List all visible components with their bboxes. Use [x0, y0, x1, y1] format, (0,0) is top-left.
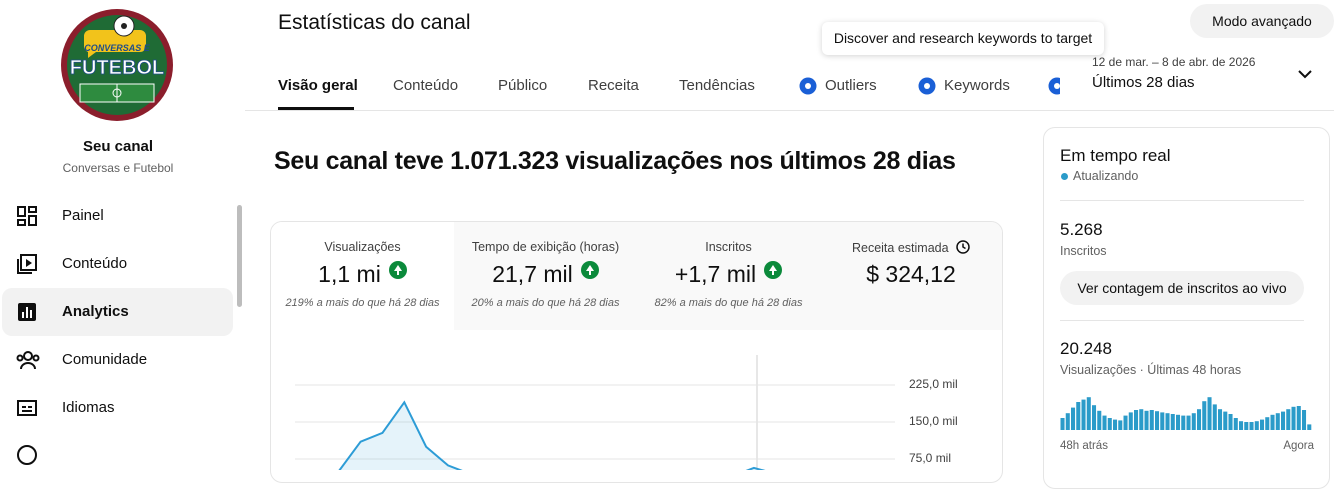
metric-tab[interactable]: Receita estimada $ 324,12	[820, 222, 1002, 330]
metric-value: 1,1 mi	[318, 261, 381, 287]
metric-tab[interactable]: Inscritos +1,7 mil 82% a mais do que há …	[637, 222, 821, 330]
tab-icon	[1048, 77, 1060, 95]
live-count-button[interactable]: Ver contagem de inscritos ao vivo	[1060, 271, 1304, 305]
realtime-title: Em tempo real	[1060, 146, 1171, 165]
up-icon	[764, 261, 783, 279]
metric-tab[interactable]: Tempo de exibição (horas) 21,7 mil 20% a…	[454, 222, 638, 330]
tooltip: Discover and research keywords to target	[822, 22, 1104, 55]
tab[interactable]: Público	[498, 77, 548, 94]
nav-item[interactable]: Idiomas	[2, 384, 233, 432]
subscribers-label: Inscritos	[1060, 244, 1107, 258]
nav-icon	[18, 303, 36, 321]
metric-label: Receita estimada	[851, 241, 949, 255]
channel-label: Seu canal	[82, 138, 154, 155]
clock-icon	[956, 240, 970, 254]
page-title: Estatísticas do canal	[278, 11, 471, 34]
metric-value: $ 324,12	[866, 261, 956, 287]
tab-underline	[278, 107, 354, 110]
divider	[1060, 200, 1304, 201]
nav-icon	[17, 400, 37, 416]
tab[interactable]: Keywords	[944, 77, 1010, 94]
metric-value: 21,7 mil	[492, 261, 573, 287]
channel-logo[interactable]: CONVERSAS E FUTEBOL	[60, 8, 174, 122]
status-dot	[1061, 173, 1068, 180]
nav-item-selected[interactable]: Analytics	[2, 288, 233, 336]
nav-icon	[17, 254, 37, 274]
scrollbar[interactable]	[237, 205, 242, 307]
nav-item[interactable]: Comunidade	[2, 336, 233, 384]
nav-label: Painel	[62, 207, 104, 224]
divider	[245, 110, 1334, 111]
axis-end: Agora	[1283, 440, 1314, 452]
subscribers-value: 5.268	[1060, 220, 1103, 239]
divider	[1060, 320, 1304, 321]
sidebar: CONVERSAS E FUTEBOL Seu canal Conversas …	[0, 0, 245, 470]
nav-icon	[17, 206, 37, 226]
views-label: Visualizações · Últimas 48 horas	[1060, 363, 1242, 377]
nav-item[interactable]: Painel	[2, 192, 233, 240]
tab-selected[interactable]: Visão geral	[278, 77, 358, 94]
tab-icon	[799, 77, 817, 95]
metric-change: 82% a mais do que há 28 dias	[654, 297, 803, 309]
tab[interactable]: Outliers	[825, 77, 877, 94]
metric-value: +1,7 mil	[674, 261, 757, 287]
channel-name: Conversas e Futebol	[62, 161, 174, 175]
up-icon	[580, 261, 599, 279]
nav-label: Comunidade	[62, 351, 148, 368]
axis-start: 48h atrás	[1060, 440, 1108, 452]
dropdown-chevron[interactable]	[1297, 68, 1313, 80]
metric-change: 219% a mais do que há 28 dias	[285, 297, 440, 309]
metric-tab-selected[interactable]: Visualizações 1,1 mi 219% a mais do que …	[271, 222, 455, 330]
views-value: 20.248	[1060, 339, 1112, 358]
tab[interactable]: Conteúdo	[393, 77, 459, 94]
headline: Seu canal teve 1.071.323 visualizações n…	[274, 147, 956, 175]
tab-icon	[918, 77, 936, 95]
realtime-status: Atualizando	[1073, 169, 1139, 183]
metric-label: Visualizações	[324, 240, 401, 254]
nav-label: Idiomas	[62, 399, 115, 416]
advanced-button[interactable]: Modo avançado	[1190, 4, 1334, 38]
nav-item[interactable]: Conteúdo	[2, 240, 233, 288]
metric-label: Tempo de exibição (horas)	[471, 240, 620, 254]
nav-icon	[17, 445, 37, 465]
realtime-card: Em tempo real Atualizando 5.268 Inscrito…	[1043, 127, 1330, 489]
metric-change: 20% a mais do que há 28 dias	[471, 297, 620, 309]
nav-icon	[16, 351, 40, 370]
nav-label: Analytics	[62, 303, 129, 320]
period[interactable]: Últimos 28 dias	[1092, 74, 1195, 91]
tab[interactable]: Tendências	[679, 77, 755, 94]
date-range: 12 de mar. – 8 de abr. de 2026	[1092, 55, 1256, 69]
metric-label: Inscritos	[705, 240, 752, 254]
logo-text: FUTEBOL	[70, 57, 164, 79]
metrics-card: Visualizações 1,1 mi 219% a mais do que …	[270, 221, 1003, 483]
nav-label: Conteúdo	[62, 255, 128, 272]
tab[interactable]: Receita	[588, 77, 639, 94]
up-icon	[388, 261, 407, 279]
logo-text: CONVERSAS E	[84, 43, 151, 53]
